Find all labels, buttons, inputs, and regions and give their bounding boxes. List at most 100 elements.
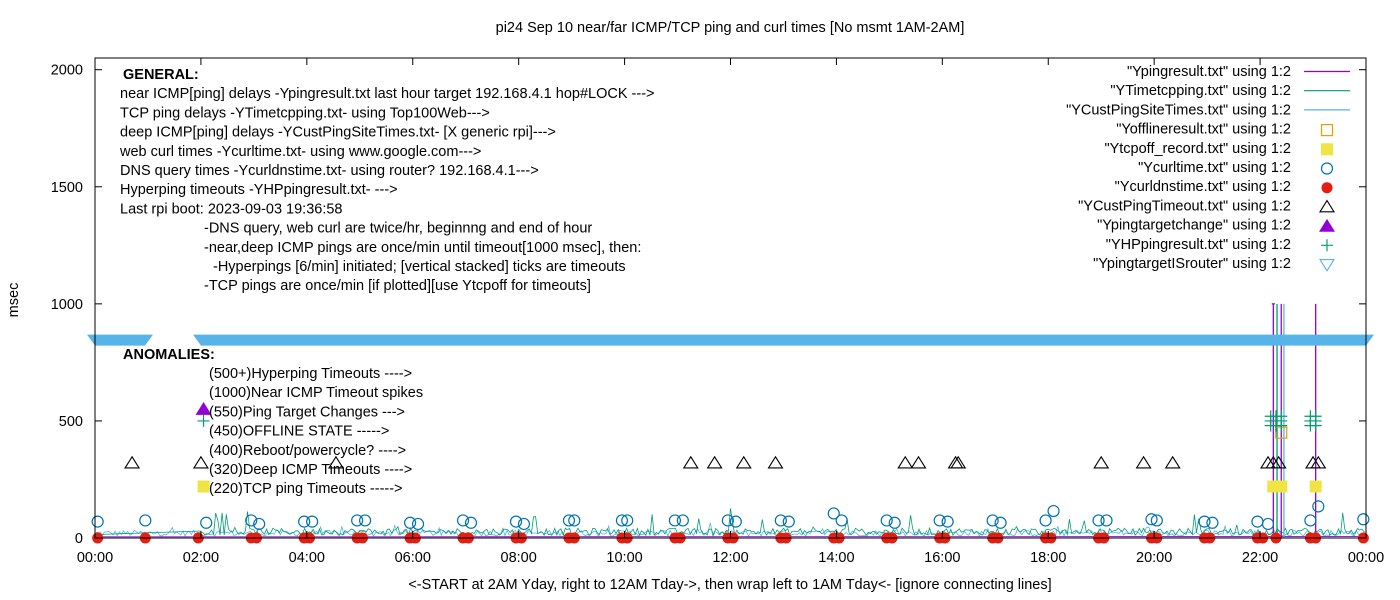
curl-point	[1039, 514, 1052, 527]
anomaly-text-line: (400)Reboot/powercycle? ---->	[209, 443, 406, 459]
anomaly-text-line: (320)Deep ICMP Timeouts ---->	[209, 462, 412, 478]
curl-point	[615, 514, 629, 527]
curl-point	[729, 515, 742, 528]
curl-point	[411, 517, 425, 531]
curl-point	[621, 514, 634, 527]
curl-point	[1092, 514, 1105, 527]
custping-timeout-point	[706, 455, 723, 469]
anomaly-text-line: (450)OFFLINE STATE ----->	[209, 424, 389, 440]
curl-point	[1304, 514, 1317, 527]
general-text-line: -TCP pings are once/min [if plotted][use…	[204, 278, 591, 294]
x-tick-label: 12:00	[712, 550, 748, 566]
x-tick-label: 20:00	[1136, 550, 1172, 566]
custping-timeout-point	[327, 455, 344, 469]
x-tick-label: 16:00	[924, 550, 960, 566]
legend-label: "YpingtargetISrouter" using 1:2	[1093, 256, 1291, 272]
curl-point	[827, 507, 840, 520]
legend-marker-sample	[1320, 123, 1334, 137]
general-text-line: near ICMP[ping] delays -Ypingresult.txt …	[120, 86, 655, 102]
separator-band	[87, 334, 153, 346]
x-tick-label: 10:00	[606, 550, 642, 566]
y-tick-label: 1500	[51, 180, 83, 196]
legend-marker-sample	[1319, 218, 1335, 232]
curl-point	[668, 514, 681, 527]
curl-point	[1198, 515, 1211, 528]
legend-label: "YTimetcpping.txt" using 1:2	[1110, 83, 1291, 99]
curl-point	[404, 516, 417, 529]
curl-point	[562, 514, 576, 527]
legend-marker-sample	[1321, 182, 1333, 194]
x-tick-label: 04:00	[289, 550, 325, 566]
custping-timeout-point	[1305, 455, 1322, 469]
legend-label: "YCustPingSiteTimes.txt" using 1:2	[1066, 102, 1291, 118]
curl-point	[91, 515, 104, 528]
curl-point	[139, 514, 152, 527]
tcp-ping-trace	[200, 508, 1365, 537]
curl-point	[456, 514, 470, 527]
curl-point	[994, 516, 1007, 529]
legend-label: "Ycurldnstime.txt" using 1:2	[1115, 179, 1291, 195]
data-layer	[87, 303, 1374, 544]
anomaly-sample-square	[197, 480, 210, 493]
legend-label: "Ytcpoff_record.txt" using 1:2	[1104, 141, 1291, 157]
x-tick-label: 18:00	[1030, 550, 1066, 566]
custping-timeout-point	[1270, 455, 1287, 469]
custping-timeout-point	[1164, 455, 1181, 469]
anomaly-sample-plus	[197, 414, 210, 427]
y-tick-label: 1000	[51, 297, 83, 313]
general-text-line: Hyperping timeouts -YHPpingresult.txt- -…	[120, 182, 398, 198]
legend-label: "Yofflineresult.txt" using 1:2	[1116, 122, 1291, 138]
curl-point	[933, 514, 946, 527]
separator-band	[193, 334, 1374, 346]
curl-point	[986, 514, 999, 527]
curl-point	[888, 516, 901, 529]
curl-point	[774, 514, 787, 527]
custping-timeout-point	[897, 455, 914, 469]
tcpoff-point	[1309, 480, 1322, 493]
curl-point	[721, 514, 734, 527]
x-tick-label: 06:00	[395, 550, 431, 566]
hyperping-point	[1309, 410, 1322, 423]
curl-point	[298, 515, 311, 528]
x-tick-label: 22:00	[1242, 550, 1278, 566]
x-tick-label: 14:00	[818, 550, 854, 566]
anomaly-text-line: (550)Ping Target Changes --->	[209, 404, 405, 420]
curl-point	[1047, 504, 1060, 518]
y-tick-label: 2000	[51, 63, 83, 79]
hyperping-point	[1275, 410, 1288, 423]
x-tick-label: 00:00	[77, 550, 113, 566]
curl-point	[1251, 515, 1264, 528]
general-text-line: GENERAL:	[123, 67, 199, 83]
y-axis-label: msec	[6, 283, 22, 318]
x-tick-label: 08:00	[501, 550, 537, 566]
legend-label: "Ycurltime.txt" using 1:2	[1138, 160, 1291, 176]
curl-point	[835, 514, 848, 527]
axis-ticks: 00:00 02:00 04:00 06:00 08:00 10:00 12:00 14:00…	[51, 58, 1384, 566]
curl-point	[358, 514, 372, 527]
custping-timeout-point	[767, 455, 784, 469]
curl-point	[517, 517, 531, 531]
custping-timeout-point	[947, 455, 964, 469]
custping-timeout-point	[735, 455, 752, 469]
curl-point	[1145, 513, 1158, 526]
curl-point	[1150, 514, 1163, 527]
general-text-line: deep ICMP[ping] delays -YCustPingSiteTim…	[120, 125, 556, 141]
chart-title: pi24 Sep 10 near/far ICMP/TCP ping and c…	[496, 20, 965, 36]
anomaly-text-line: (220)TCP ping Timeouts ----->	[209, 481, 403, 497]
x-axis-label: <-START at 2AM Yday, right to 12AM Tday-…	[408, 577, 1051, 593]
curl-point	[568, 514, 581, 527]
custping-timeout-point	[1310, 455, 1327, 469]
anomaly-text-line: (1000)Near ICMP Timeout spikes	[209, 385, 423, 401]
wrap-connector-line	[97, 530, 201, 535]
curl-point	[245, 514, 258, 527]
legend-label: "YHPpingresult.txt" using 1:2	[1106, 237, 1291, 253]
custping-timeout-point	[1135, 455, 1152, 469]
custping-timeout-point	[950, 455, 967, 469]
custping-timeout-point	[192, 455, 209, 469]
general-text-line: web curl times -Ycurltime.txt- using www…	[119, 144, 481, 160]
legend-marker-sample	[1321, 239, 1333, 252]
custping-timeout-point	[124, 455, 141, 469]
general-text-line: TCP ping delays -YTimetcpping.txt- using…	[120, 105, 490, 121]
curl-point	[1206, 516, 1219, 529]
